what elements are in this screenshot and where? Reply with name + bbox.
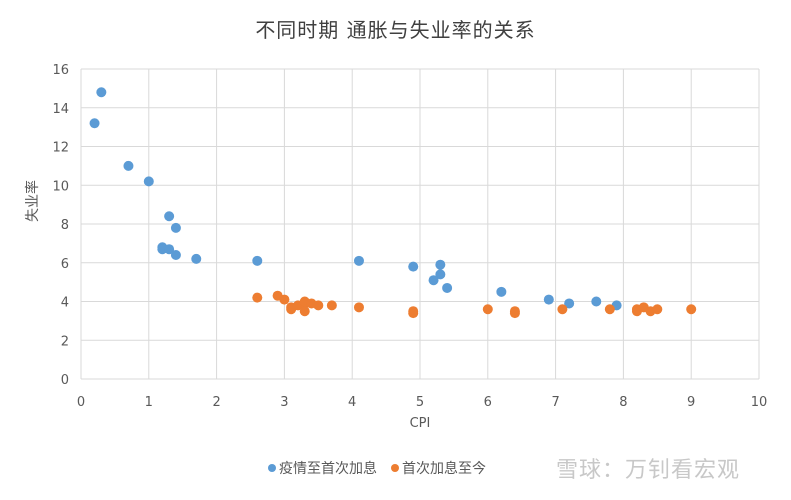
legend: 疫情至首次加息 首次加息至今 (268, 458, 486, 478)
data-point-series-1 (164, 244, 175, 255)
data-point-series-1 (353, 255, 364, 266)
data-points (89, 87, 697, 319)
legend-label: 首次加息至今 (402, 461, 486, 477)
data-point-series-1 (170, 250, 181, 260)
y-tick-label: 16 (52, 63, 69, 78)
data-point-series-2 (408, 308, 419, 319)
x-tick-label: 8 (619, 395, 627, 410)
y-tick-label: 12 (52, 141, 69, 156)
data-point-series-2 (652, 304, 663, 315)
x-tick-label: 1 (145, 395, 153, 410)
x-tick-label: 0 (77, 395, 85, 410)
data-point-series-1 (252, 255, 263, 266)
data-point-series-1 (408, 261, 419, 272)
data-point-series-2 (299, 306, 310, 317)
x-tick-label: 3 (280, 395, 288, 410)
data-point-series-1 (428, 275, 439, 286)
data-point-series-1 (564, 298, 575, 309)
x-tick-label: 10 (751, 395, 768, 410)
data-point-series-1 (442, 282, 453, 293)
y-tick-label: 6 (61, 257, 69, 272)
watermark: 雪球：万钊看宏观 (556, 458, 741, 483)
x-tick-label: 6 (484, 395, 492, 410)
data-point-series-1 (89, 118, 100, 129)
x-tick-label: 9 (687, 395, 695, 410)
data-point-series-1 (435, 269, 446, 280)
data-point-series-2 (313, 300, 324, 311)
data-point-series-2 (686, 304, 697, 315)
y-tick-label: 0 (61, 373, 69, 388)
data-point-series-1 (143, 176, 154, 187)
y-tick-label: 14 (52, 102, 69, 117)
data-point-series-1 (191, 253, 202, 264)
x-tick-label: 2 (212, 395, 220, 410)
data-point-series-1 (123, 160, 134, 171)
x-tick-label: 4 (348, 395, 356, 410)
data-point-series-2 (252, 292, 263, 303)
x-tick-label: 7 (551, 395, 559, 410)
data-point-series-1 (591, 296, 602, 307)
y-axis-ticks: 0 2 4 6 8 10 12 14 16 (52, 63, 69, 388)
x-axis-ticks: 0 1 2 3 4 5 6 7 8 9 10 (77, 395, 767, 410)
data-point-series-1 (543, 294, 554, 305)
x-axis-label: CPI (409, 416, 431, 431)
legend-marker-icon (268, 464, 276, 472)
data-point-series-1 (164, 211, 175, 222)
data-point-series-2 (557, 304, 568, 315)
data-point-series-1 (96, 87, 107, 98)
data-point-series-1 (435, 259, 446, 270)
data-point-series-2 (509, 308, 520, 319)
data-point-series-1 (170, 222, 181, 233)
y-tick-label: 4 (61, 296, 69, 311)
y-tick-label: 2 (61, 334, 69, 349)
x-tick-label: 5 (416, 395, 424, 410)
y-axis-label: 失业率 (25, 180, 41, 222)
data-point-series-2 (326, 300, 337, 311)
legend-marker-icon (391, 464, 399, 472)
legend-item-series-1[interactable]: 疫情至首次加息 (268, 458, 377, 478)
y-tick-label: 10 (52, 179, 69, 194)
data-point-series-2 (604, 304, 615, 315)
data-point-series-2 (353, 302, 364, 313)
chart-title: 不同时期 通胀与失业率的关系 (255, 18, 536, 42)
y-tick-label: 8 (61, 218, 69, 233)
legend-label: 疫情至首次加息 (279, 461, 377, 477)
data-point-series-1 (496, 286, 507, 297)
data-point-series-2 (482, 304, 493, 315)
legend-item-series-2[interactable]: 首次加息至今 (391, 458, 486, 478)
grid-lines (80, 68, 760, 380)
data-point-series-2 (279, 294, 290, 305)
